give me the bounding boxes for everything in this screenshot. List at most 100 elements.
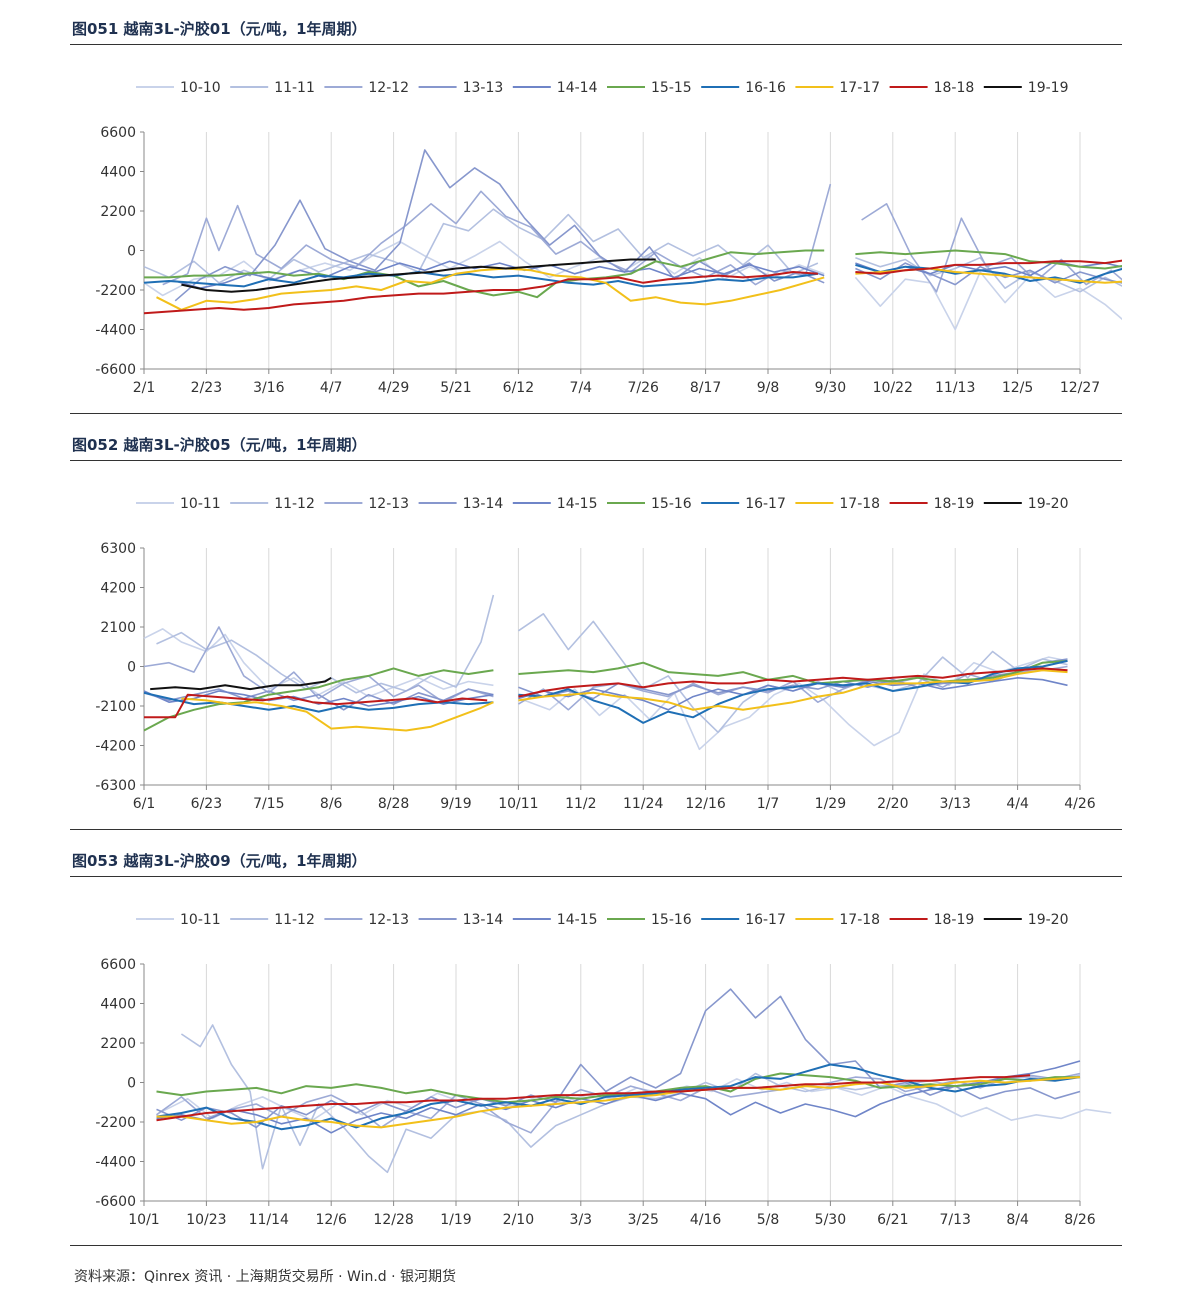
series-line-19-19 <box>181 258 656 293</box>
legend-label-17-17: 17-17 <box>839 80 880 96</box>
x-tick-label: 11/13 <box>935 380 975 396</box>
series-group <box>156 988 1112 1174</box>
series-line-15-15 <box>144 249 825 299</box>
y-tick-label: 4400 <box>100 165 136 181</box>
legend-label-12-12: 12-12 <box>368 80 409 96</box>
x-tick-label: 5/21 <box>440 380 471 396</box>
x-tick-label: 9/19 <box>440 796 471 812</box>
x-tick-label: 6/21 <box>877 1212 908 1228</box>
line-chart-2: 10-11 11-12 12-13 13-14 14-15 15-16 16-17 17-18… <box>95 496 1095 812</box>
gridlines <box>143 548 1081 785</box>
y-tick-label: 2100 <box>100 620 136 636</box>
x-tick-label: 3/3 <box>570 1212 593 1228</box>
y-tick-label: -2200 <box>95 1115 136 1131</box>
x-tick-label: 6/12 <box>503 380 534 396</box>
series-line-13-14 <box>156 988 1081 1129</box>
series-line-17-17 <box>156 267 825 311</box>
legend-label-10-11: 10-11 <box>180 496 221 512</box>
series-line-19-20 <box>150 676 332 691</box>
chart-panel-2: 图052 越南3L-沪胶05（元/吨，1年周期） 10-11 11-12 12-13… <box>70 424 1122 830</box>
x-tick-label: 8/6 <box>320 796 343 812</box>
series-line-13-13 <box>174 149 825 302</box>
title-rule-3 <box>70 876 1122 877</box>
x-tick-label: 11/2 <box>565 796 596 812</box>
line-chart-1: 10-10 11-11 12-12 13-13 14-14 15-15 16-16 17-17… <box>95 80 1122 396</box>
x-tick-label: 3/25 <box>627 1212 658 1228</box>
legend-label-18-18: 18-18 <box>934 80 975 96</box>
series-line-15-16 <box>518 659 1068 685</box>
series-line-10-11 <box>524 656 1068 751</box>
x-tick-label: 12/16 <box>685 796 725 812</box>
chart-title-2: 图052 越南3L-沪胶05（元/吨，1年周期） <box>72 436 367 454</box>
legend-label-11-12: 11-12 <box>274 912 315 928</box>
legend-label-15-16: 15-16 <box>651 496 692 512</box>
legend-label-15-16: 15-16 <box>651 912 692 928</box>
series-group <box>143 149 1122 331</box>
x-tick-label: 10/22 <box>873 380 913 396</box>
x-tick-label: 1/7 <box>757 796 780 812</box>
legend: 10-11 11-12 12-13 13-14 14-15 15-16 16-17 17-18… <box>136 496 1068 512</box>
x-tick-label: 4/16 <box>690 1212 722 1228</box>
legend-label-19-20: 19-20 <box>1028 912 1069 928</box>
x-tick-label: 10/23 <box>186 1212 226 1228</box>
x-tick-label: 9/30 <box>815 380 846 396</box>
source-footnote: 资料来源：Qinrex 资讯 · 上海期货交易所 · Win.d · 银河期货 <box>74 1269 457 1285</box>
series-line-12-12 <box>162 183 832 286</box>
y-tick-label: -6300 <box>95 778 136 794</box>
title-rule-2 <box>70 460 1122 461</box>
x-tick-label: 12/6 <box>315 1212 347 1228</box>
series-line-11-12 <box>156 594 495 694</box>
x-tick-label: 11/24 <box>623 796 663 812</box>
x-tick-label: 6/1 <box>133 796 156 812</box>
x-tick-label: 9/8 <box>757 380 780 396</box>
series-line-14-15 <box>518 677 1068 711</box>
series-line-11-12 <box>180 1024 1081 1174</box>
y-tick-label: -4400 <box>95 323 136 339</box>
legend-label-15-15: 15-15 <box>651 80 692 96</box>
y-tick-label: -4200 <box>95 739 136 755</box>
series-line-18-19 <box>144 693 488 719</box>
x-tick-label: 8/4 <box>1006 1212 1029 1228</box>
legend-label-13-13: 13-13 <box>463 80 504 96</box>
x-tick-label: 7/4 <box>570 380 593 396</box>
legend: 10-11 11-12 12-13 13-14 14-15 15-16 16-17 17-18… <box>136 912 1068 928</box>
x-tick-label: 12/27 <box>1060 380 1100 396</box>
legend-label-18-19: 18-19 <box>934 912 975 928</box>
series-line-17-18 <box>518 669 1068 711</box>
series-line-12-12 <box>861 203 1122 293</box>
bottom-rule-3 <box>70 1245 1122 1246</box>
x-tick-label: 12/5 <box>1002 380 1033 396</box>
x-tick-label: 11/14 <box>249 1212 289 1228</box>
legend-label-16-17: 16-17 <box>745 496 786 512</box>
chart-panel-1: 图051 越南3L-沪胶01（元/吨，1年周期） 10-10 11-11 12-12… <box>70 8 1122 414</box>
chart-title-1: 图051 越南3L-沪胶01（元/吨，1年周期） <box>72 20 367 38</box>
x-tick-label: 5/8 <box>757 1212 780 1228</box>
series-line-16-16 <box>143 271 819 288</box>
legend-label-12-13: 12-13 <box>368 912 409 928</box>
series-line-18-19 <box>156 1074 1031 1122</box>
x-tick-label: 1/19 <box>440 1212 471 1228</box>
bottom-rule-1 <box>70 413 1122 414</box>
legend-label-12-13: 12-13 <box>368 496 409 512</box>
x-tick-label: 5/30 <box>815 1212 846 1228</box>
series-line-15-15 <box>855 249 1122 270</box>
y-tick-label: 2200 <box>100 204 136 220</box>
x-tick-label: 10/11 <box>498 796 538 812</box>
y-tick-label: -6600 <box>95 1194 136 1210</box>
legend-label-17-18: 17-18 <box>839 912 880 928</box>
series-line-13-14 <box>143 688 494 711</box>
series-line-14-14 <box>174 260 825 289</box>
y-tick-label: 4200 <box>100 581 136 597</box>
legend-label-11-11: 11-11 <box>274 80 315 96</box>
line-chart-3: 10-11 11-12 12-13 13-14 14-15 15-16 16-17 17-18… <box>95 912 1112 1228</box>
x-tick-label: 4/29 <box>378 380 409 396</box>
x-tick-label: 3/13 <box>939 796 970 812</box>
series-line-17-18 <box>156 1076 1081 1129</box>
x-tick-label: 7/26 <box>627 380 659 396</box>
x-tick-label: 10/1 <box>128 1212 159 1228</box>
y-tick-label: 0 <box>127 1076 136 1092</box>
series-line-18-18 <box>143 271 818 315</box>
series-group <box>143 594 1068 751</box>
series-line-16-16 <box>855 263 1122 284</box>
x-tick-label: 7/13 <box>939 1212 970 1228</box>
